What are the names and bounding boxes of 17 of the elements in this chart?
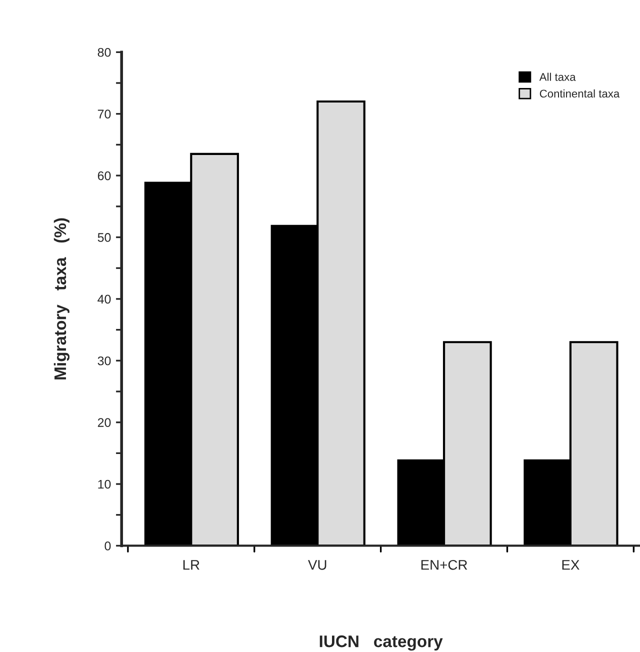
y-tick-label: 60 [98,171,111,180]
y-tick-label: 70 [98,110,111,119]
x-tick-label: EX [562,560,580,570]
x-tick-label: VU [308,560,326,570]
y-tick-label: 80 [98,48,111,57]
y-tick-label: 30 [98,356,111,366]
y-tick-label: 10 [98,480,111,489]
y-tick-label: 20 [98,418,111,427]
legend-label: All taxa [539,72,576,81]
y-tick-label: 40 [98,294,111,304]
x-tick-label: EN+CR [421,560,468,570]
y-tick-label: 50 [98,233,111,242]
legend-label: Continental taxa [540,89,620,98]
x-tick-label: LR [183,560,200,570]
y-axis-title: Migratory taxa (%) [54,218,70,380]
x-axis-title: IUCN category [320,635,443,651]
y-tick-label: 0 [104,542,111,550]
